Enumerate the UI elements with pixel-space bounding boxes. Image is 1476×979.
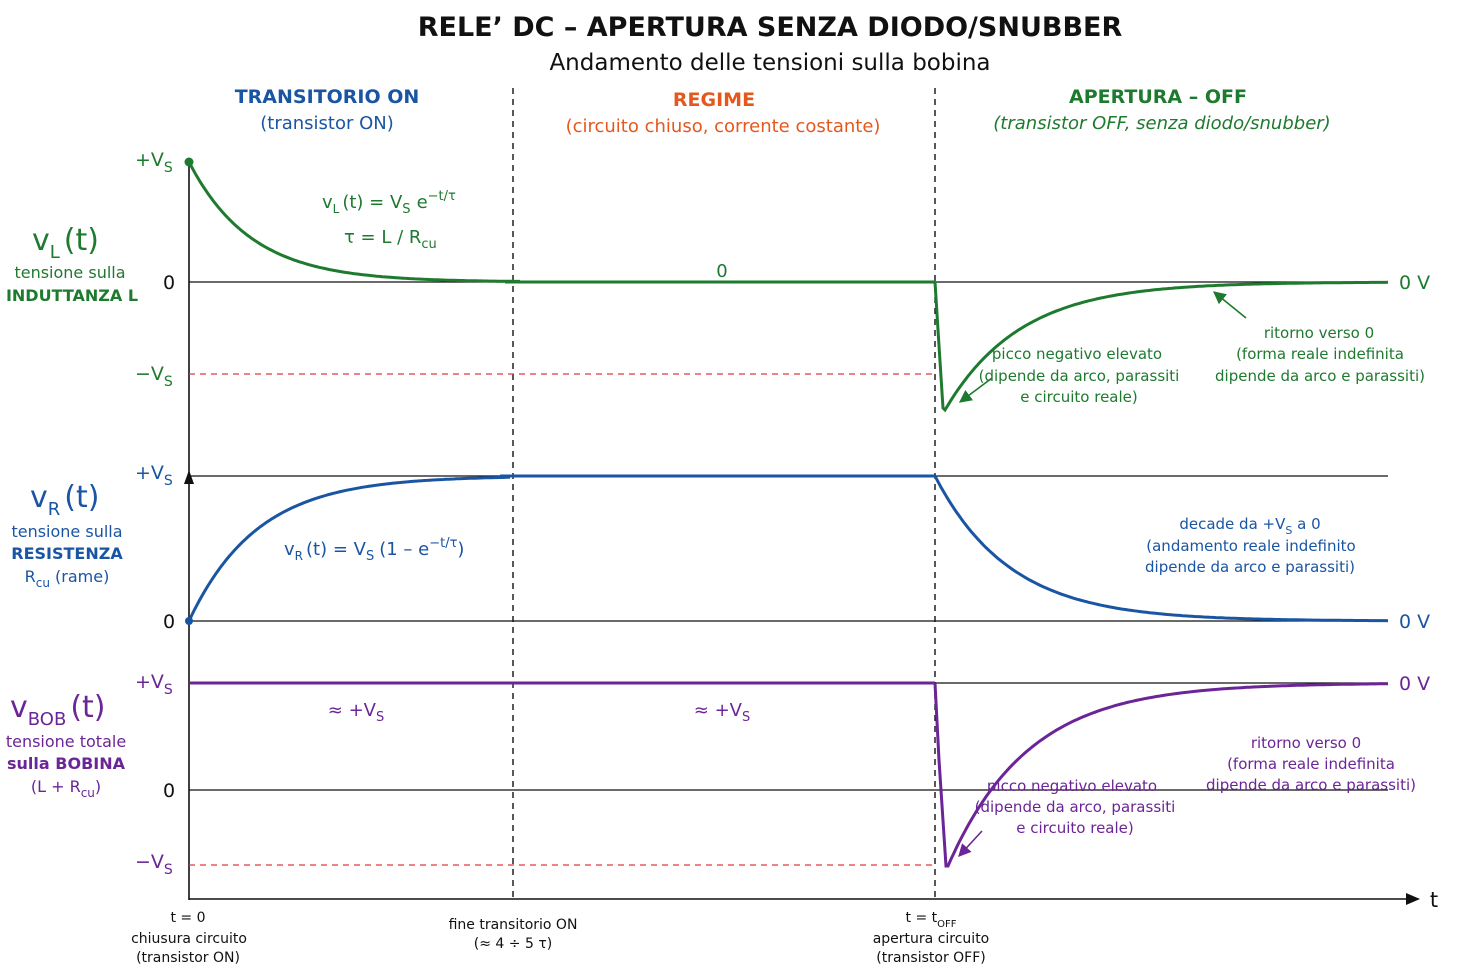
vr-note-decay-3: dipende da arco e parassiti) xyxy=(1145,558,1355,576)
time-axis-arrow xyxy=(1406,893,1420,905)
panel-vr: +VS 0 vR (t) tensione sulla RESISTENZA Rc… xyxy=(11,462,1430,633)
vbob-note-peak-2: (dipende da arco, parassiti xyxy=(975,798,1176,816)
vl-desc-2: INDUTTANZA L xyxy=(6,286,138,305)
vr-start-dot xyxy=(185,617,193,625)
diagram-title: RELE’ DC – APERTURA SENZA DIODO/SNUBBER xyxy=(418,12,1123,43)
vbob-desc-1: tensione totale xyxy=(6,732,126,751)
vl-tick-pos: +VS xyxy=(135,149,173,176)
panel-vbob: +VS 0 −VS vBOB (t) tensione totale sulla … xyxy=(6,671,1430,878)
vr-tick-zero: 0 xyxy=(163,611,175,633)
vbob-desc-2: sulla BOBINA xyxy=(7,754,126,773)
vr-desc-3: Rcu (rame) xyxy=(25,567,110,590)
vbob-approx-regime: ≈ +VS xyxy=(694,700,750,725)
vbob-tick-pos: +VS xyxy=(135,671,173,698)
t0-label-2: chiusura circuito xyxy=(131,931,247,947)
phase-off-subtitle: (transistor OFF, senza diodo/snubber) xyxy=(993,113,1330,134)
vl-start-dot xyxy=(184,157,194,167)
vbob-peak-arrow xyxy=(958,830,983,857)
vl-note-peak-3: e circuito reale) xyxy=(1020,388,1138,406)
vbob-name: vBOB (t) xyxy=(10,690,106,730)
vr-note-decay-2: (andamento reale indefinito xyxy=(1146,537,1355,555)
t2-label-1: t = tOFF xyxy=(906,910,957,930)
vr-curve-on xyxy=(187,475,510,622)
t0-label-1: t = 0 xyxy=(170,910,205,926)
vl-return-arrow xyxy=(1213,291,1247,319)
vl-formula: vL (t) = VS e−t/τ xyxy=(322,189,456,217)
t2-label-2: apertura circuito xyxy=(873,931,990,947)
phase-on-title: TRANSITORIO ON xyxy=(235,86,420,108)
vl-note-return-1: ritorno verso 0 xyxy=(1264,324,1374,342)
vbob-note-peak-3: e circuito reale) xyxy=(1016,819,1134,837)
vr-name: vR (t) xyxy=(30,480,99,520)
vbob-curve-off xyxy=(933,682,1389,868)
vr-tick-pos: +VS xyxy=(135,462,173,489)
diagram-subtitle: Andamento delle tensioni sulla bobina xyxy=(549,50,990,76)
time-axis-label: t xyxy=(1430,888,1438,912)
vl-note-peak-2: (dipende da arco, parassiti xyxy=(979,367,1180,385)
vr-desc-2: RESISTENZA xyxy=(11,544,123,563)
t1-label-2: (≈ 4 ÷ 5 τ) xyxy=(474,936,552,952)
phase-on-subtitle: (transistor ON) xyxy=(260,113,394,134)
vbob-end-label: 0 V xyxy=(1399,673,1430,695)
vl-name: vL (t) xyxy=(32,223,99,263)
phase-off-title: APERTURA – OFF xyxy=(1069,86,1247,108)
vr-note-decay-1: decade da +VS a 0 xyxy=(1179,515,1320,537)
vl-desc-1: tensione sulla xyxy=(14,263,125,282)
vr-desc-1: tensione sulla xyxy=(11,522,122,541)
vl-regime-zero: 0 xyxy=(716,261,727,282)
vl-curve-off xyxy=(933,280,1389,413)
vr-curve-off xyxy=(933,475,1389,623)
vr-axis-arrow xyxy=(184,470,194,484)
vl-note-return-2: (forma reale indefinita xyxy=(1236,345,1404,363)
panel-vl: +VS 0 −VS vL (t) tensione sulla INDUTTANZ… xyxy=(6,149,1430,413)
vr-formula: vR (t) = VS (1 – e−t/τ) xyxy=(284,536,464,564)
vl-tick-zero: 0 xyxy=(163,272,175,294)
vr-end-label: 0 V xyxy=(1399,611,1430,633)
vbob-desc-3: (L + Rcu) xyxy=(31,777,101,800)
vl-tick-neg: −VS xyxy=(135,363,173,390)
vbob-note-peak-1: picco negativo elevato xyxy=(987,777,1157,795)
vbob-tick-zero: 0 xyxy=(163,780,175,802)
t1-label-1: fine transitorio ON xyxy=(449,917,578,933)
vl-curve-on xyxy=(187,161,520,283)
t0-label-3: (transistor ON) xyxy=(136,950,240,966)
vl-end-label: 0 V xyxy=(1399,272,1430,294)
vbob-note-return-1: ritorno verso 0 xyxy=(1251,734,1361,752)
vl-tau-formula: τ = L / Rcu xyxy=(344,227,437,252)
phase-regime-subtitle: (circuito chiuso, corrente costante) xyxy=(566,116,881,137)
vl-note-return-3: dipende da arco e parassiti) xyxy=(1215,367,1425,385)
vl-note-peak-1: picco negativo elevato xyxy=(992,345,1162,363)
vbob-tick-neg: −VS xyxy=(135,851,173,878)
vbob-note-return-2: (forma reale indefinita xyxy=(1227,755,1395,773)
t2-label-3: (transistor OFF) xyxy=(876,950,985,966)
vbob-approx-on: ≈ +VS xyxy=(328,700,384,725)
phase-regime-title: REGIME xyxy=(673,89,755,111)
vl-peak-arrow xyxy=(958,377,993,403)
vbob-note-return-3: dipende da arco e parassiti) xyxy=(1206,776,1416,794)
